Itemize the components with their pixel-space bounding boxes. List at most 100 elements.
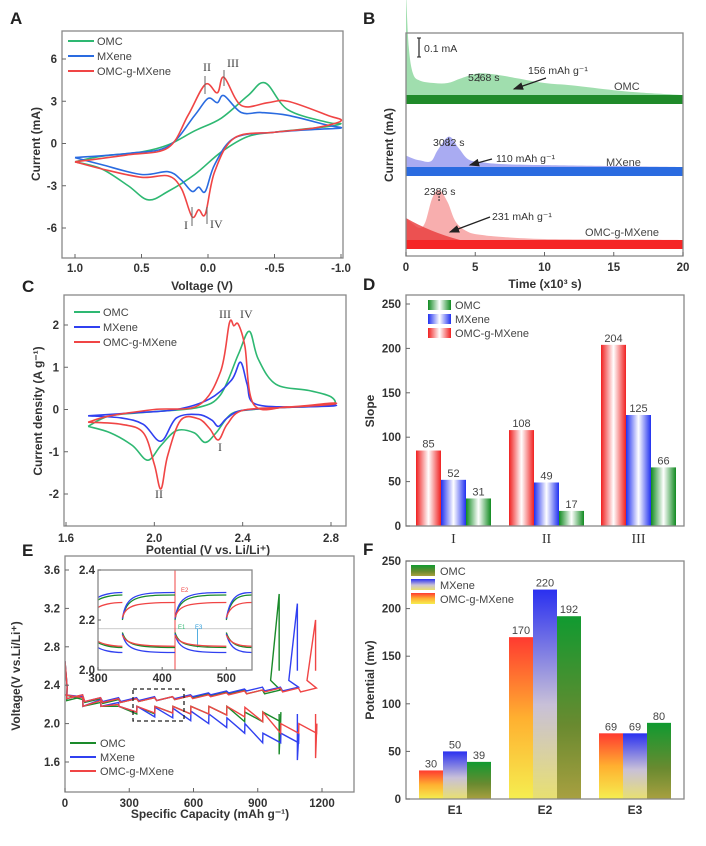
area-omc xyxy=(406,0,683,95)
x-tick-label: -1.0 xyxy=(331,263,351,275)
bar-value-label: 50 xyxy=(449,739,461,751)
panel-a: A 1.0 0.5 0.0 -0.5 -1.0 6 3 0 -3 -6 Voltage (V) C… xyxy=(10,9,351,293)
zoom-region-box xyxy=(132,688,185,722)
panel-letter-c: C xyxy=(22,277,34,296)
bar-mxene-e2 xyxy=(533,589,557,799)
bar-value-label: 69 xyxy=(629,721,641,733)
bar-omc-g-mxene-ii xyxy=(509,430,534,526)
series-line-omc xyxy=(87,330,337,462)
baseline-band-mxene xyxy=(406,167,683,176)
x-tick-label: 0 xyxy=(403,262,409,274)
legend-label-mxene: MXene xyxy=(103,322,138,334)
bar-value-label: 39 xyxy=(473,750,485,762)
legend-label-mxene: MXene xyxy=(455,314,490,326)
y-tick-label: 3.2 xyxy=(44,603,60,615)
bar-value-label: 69 xyxy=(605,721,617,733)
peak-label-iii: III xyxy=(219,307,231,321)
legend-swatch-hybrid xyxy=(411,593,435,604)
series-label-omc: OMC xyxy=(614,81,640,93)
discharge-curve-omc xyxy=(65,694,282,755)
y-axis-label-f: Potential (mv) xyxy=(363,640,377,719)
y-axis-label-b: Current (mA) xyxy=(382,108,396,182)
x-tick-label: 300 xyxy=(120,798,139,810)
category-label: III xyxy=(632,532,646,547)
y-tick-label: 150 xyxy=(382,388,401,400)
annotations-b: 5268 s 156 mAh g⁻¹ OMC 3082 s 110 mAh g⁻… xyxy=(424,65,659,239)
capacity-mxene: 110 mAh g⁻¹ xyxy=(496,153,556,165)
inset-x-tick-label: 300 xyxy=(88,673,107,685)
y-tick-label: 2.4 xyxy=(44,680,61,692)
bar-omc-g-mxene-e3 xyxy=(599,733,623,799)
x-tick-label: -0.5 xyxy=(265,263,285,275)
peak-label-i: I xyxy=(218,440,222,454)
peak-label-iv: IV xyxy=(240,307,253,321)
y-tick-label: 200 xyxy=(382,343,401,355)
peak-annotations-c: III IV I II xyxy=(155,307,253,501)
y-tick-label: 0 xyxy=(395,521,401,533)
bars-f: 30 50 39 E1 170 220 192 E2 69 69 80 E3 xyxy=(419,578,671,817)
x-tick-label: 0.0 xyxy=(200,263,216,275)
y-axis-label-e: Voltage(V vs.Li/Li⁺) xyxy=(9,621,23,730)
axis-ticks-c: 1.6 2.0 2.4 2.8 2 1 0 -1 -2 xyxy=(49,320,340,545)
charge-curve-omc-g-mxene xyxy=(65,619,318,704)
legend-label-omc: OMC xyxy=(440,566,466,578)
inset-charge-curve-hybrid xyxy=(98,601,252,618)
inset-charge-curve-mxene xyxy=(98,591,252,619)
legend-a: OMC MXene OMC-g-MXene xyxy=(68,36,171,78)
inset-axis-ticks: 300 400 500 2.0 2.2 2.4 xyxy=(79,565,236,685)
x-tick-label: 0 xyxy=(62,798,68,810)
bar-value-label: 192 xyxy=(560,604,578,616)
peak-annotations-a: II III I IV xyxy=(184,56,239,232)
y-tick-label: 6 xyxy=(51,54,57,66)
bar-value-label: 49 xyxy=(540,470,552,482)
x-tick-label: 1200 xyxy=(309,798,335,810)
series-line-mxene xyxy=(88,361,338,442)
inset-series-lines xyxy=(98,570,252,670)
x-tick-label: 15 xyxy=(607,262,620,274)
panel-d: D 85 52 31 I 108 49 17 II 204 125 66 III 0 50 100 150 2… xyxy=(363,275,685,547)
inset-y-tick-label: 2.4 xyxy=(79,565,96,577)
category-label: II xyxy=(542,532,552,547)
baseline-band-omc-g-mxene xyxy=(406,240,683,249)
y-tick-label: 3.6 xyxy=(44,565,60,577)
bar-omc-e3 xyxy=(647,722,671,799)
inset-charge-curve-omc xyxy=(98,594,252,621)
peak-time-hybrid: 2386 s xyxy=(424,186,456,198)
category-label: E3 xyxy=(628,803,643,817)
x-tick-label: 1.0 xyxy=(67,263,83,275)
legend-label-hybrid: OMC-g-MXene xyxy=(100,766,174,778)
plot-frame-e xyxy=(64,555,355,793)
legend-c: OMC MXene OMC-g-MXene xyxy=(74,307,177,349)
legend-label-omc: OMC xyxy=(100,738,126,750)
y-tick-label: 250 xyxy=(382,299,401,311)
series-label-mxene: MXene xyxy=(606,157,641,169)
y-tick-label: 2.0 xyxy=(44,719,60,731)
bar-omc-i xyxy=(466,498,491,526)
legend-label-mxene: MXene xyxy=(97,51,132,63)
series-areas-b xyxy=(406,0,683,249)
bar-omc-e2 xyxy=(557,616,581,799)
panel-c: C 1.6 2.0 2.4 2.8 2 1 0 -1 -2 Potential (V vs. L… xyxy=(22,277,347,557)
panel-letter-e: E xyxy=(22,541,33,560)
legend-label-omc: OMC xyxy=(103,307,129,319)
panel-letter-f: F xyxy=(363,540,373,559)
x-axis-label-e: Specific Capacity (mAh g⁻¹) xyxy=(131,807,289,821)
panel-letter-d: D xyxy=(363,275,375,294)
series-line-omc-g-mxene xyxy=(74,76,343,219)
series-line-mxene xyxy=(74,94,343,194)
x-tick-label: 10 xyxy=(538,262,551,274)
baseline-band-omc xyxy=(406,95,683,104)
bar-omc-g-mxene-iii xyxy=(601,344,626,526)
bar-value-label: 108 xyxy=(512,418,530,430)
scale-bar-label: 0.1 mA xyxy=(424,43,457,55)
y-tick-label: -3 xyxy=(47,181,57,193)
bar-mxene-e1 xyxy=(443,751,467,799)
inset-y-tick-label: 2.0 xyxy=(79,665,95,677)
bar-value-label: 85 xyxy=(422,439,434,451)
x-axis-label-c: Potential (V vs. Li/Li⁺) xyxy=(146,543,270,557)
x-tick-label: 20 xyxy=(677,262,690,274)
inset-label-e1: E1 xyxy=(178,625,186,631)
bar-omc-e1 xyxy=(467,761,491,799)
series-label-hybrid: OMC-g-MXene xyxy=(585,227,659,239)
